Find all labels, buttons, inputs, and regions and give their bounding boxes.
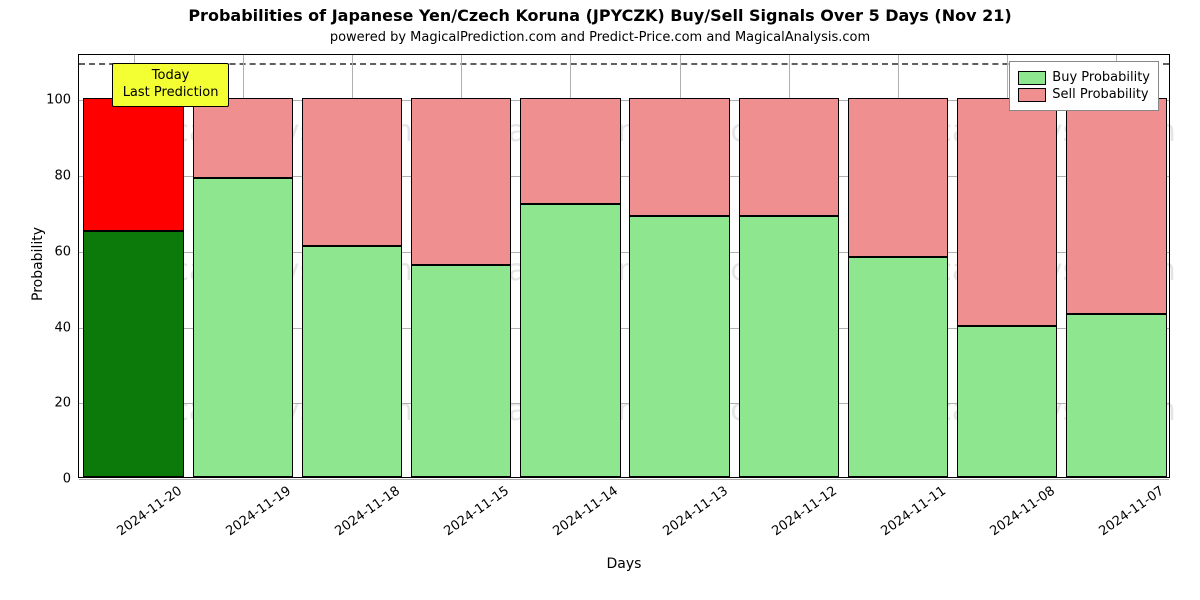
bar-sell xyxy=(83,98,183,231)
bar-buy xyxy=(411,265,511,477)
y-axis-label: Probability xyxy=(30,227,46,301)
x-axis-label: Days xyxy=(78,556,1170,572)
callout-line-1: Today xyxy=(123,68,219,85)
y-tick-label: 40 xyxy=(54,320,79,335)
bar-group xyxy=(629,53,729,477)
legend: Buy Probability Sell Probability xyxy=(1009,61,1159,111)
bar-buy xyxy=(629,216,729,477)
legend-row: Buy Probability xyxy=(1018,70,1150,85)
bar-sell xyxy=(520,98,620,204)
bar-buy xyxy=(83,231,183,477)
y-tick-label: 60 xyxy=(54,244,79,259)
x-tick-label: 2024-11-07 xyxy=(1092,477,1167,539)
y-gridline xyxy=(79,479,1169,480)
bar-group xyxy=(193,53,293,477)
y-tick-label: 20 xyxy=(54,396,79,411)
bar-group xyxy=(848,53,948,477)
bar-group xyxy=(520,53,620,477)
bar-sell xyxy=(302,98,402,246)
bar-buy xyxy=(1066,314,1166,477)
bar-buy xyxy=(193,178,293,477)
x-tick-label: 2024-11-18 xyxy=(328,477,403,539)
x-tick-label: 2024-11-13 xyxy=(655,477,730,539)
y-tick-label: 80 xyxy=(54,169,79,184)
bar-sell xyxy=(193,98,293,178)
bar-sell xyxy=(957,98,1057,325)
legend-label: Buy Probability xyxy=(1052,70,1150,85)
x-tick-label: 2024-11-12 xyxy=(765,477,840,539)
x-tick-label: 2024-11-19 xyxy=(219,477,294,539)
legend-label: Sell Probability xyxy=(1052,87,1148,102)
callout-line-2: Last Prediction xyxy=(123,85,219,102)
bar-buy xyxy=(739,216,839,477)
today-callout: TodayLast Prediction xyxy=(112,63,230,107)
chart-title: Probabilities of Japanese Yen/Czech Koru… xyxy=(0,6,1200,25)
x-tick-label: 2024-11-20 xyxy=(109,477,184,539)
bar-sell xyxy=(411,98,511,265)
x-tick-label: 2024-11-14 xyxy=(546,477,621,539)
chart-container: Probabilities of Japanese Yen/Czech Koru… xyxy=(0,0,1200,600)
bar-buy xyxy=(520,204,620,477)
bar-sell xyxy=(629,98,729,215)
chart-subtitle: powered by MagicalPrediction.com and Pre… xyxy=(0,30,1200,45)
bar-group xyxy=(83,53,183,477)
bar-group xyxy=(302,53,402,477)
legend-swatch xyxy=(1018,71,1046,85)
bar-group xyxy=(957,53,1057,477)
x-tick-label: 2024-11-08 xyxy=(983,477,1058,539)
bar-buy xyxy=(302,246,402,477)
y-tick-label: 100 xyxy=(46,93,79,108)
x-tick-label: 2024-11-15 xyxy=(437,477,512,539)
y-tick-label: 0 xyxy=(63,472,79,487)
legend-swatch xyxy=(1018,88,1046,102)
bar-sell xyxy=(848,98,948,257)
plot-area: MagicalAnalysis.comMagicalAnalysis.comMa… xyxy=(78,54,1170,478)
legend-row: Sell Probability xyxy=(1018,87,1150,102)
bar-group xyxy=(1066,53,1166,477)
bar-group xyxy=(739,53,839,477)
bar-sell xyxy=(1066,98,1166,314)
bar-sell xyxy=(739,98,839,215)
bar-buy xyxy=(957,326,1057,477)
bar-buy xyxy=(848,257,948,477)
bar-group xyxy=(411,53,511,477)
x-tick-label: 2024-11-11 xyxy=(874,477,949,539)
